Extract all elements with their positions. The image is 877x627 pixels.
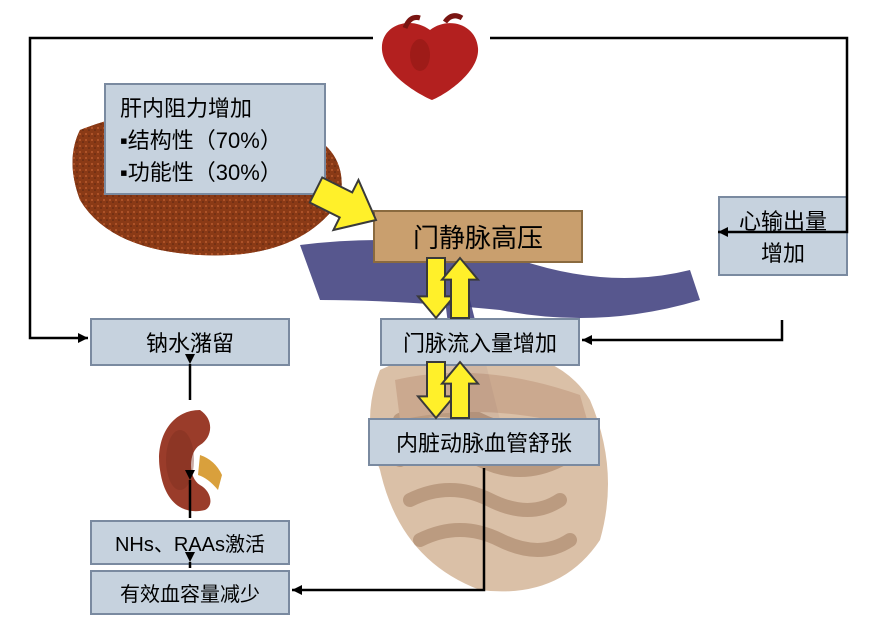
box-sodiumRetention: 钠水潴留 — [90, 318, 290, 366]
kidney-illustration — [159, 410, 222, 511]
box-effectiveVolume-line: 有效血容量减少 — [120, 578, 260, 607]
box-cardiacOutput: 心输出量增加 — [718, 196, 848, 276]
box-nhsRaas: NHs、RAAs激活 — [90, 520, 290, 565]
box-liverResistance: 肝内阻力增加▪结构性（70%）▪功能性（30%） — [104, 83, 326, 195]
box-cardiacOutput-line: 增加 — [761, 236, 805, 268]
box-splanchnicDilation-line: 内脏动脉血管舒张 — [396, 426, 572, 458]
box-liverResistance-line: ▪结构性（70%） — [120, 123, 282, 155]
intestine-illustration — [370, 350, 608, 591]
box-liverResistance-line: ▪功能性（30%） — [120, 155, 282, 187]
box-cardiacOutput-line: 心输出量 — [739, 204, 827, 236]
box-portalInflow-line: 门脉流入量增加 — [403, 326, 557, 358]
box-portalInflow: 门脉流入量增加 — [380, 318, 580, 366]
box-portalHypertension-line: 门静脉高压 — [413, 218, 543, 255]
box-liverResistance-line: 肝内阻力增加 — [120, 91, 252, 123]
box-sodiumRetention-line: 钠水潴留 — [146, 326, 234, 358]
box-effectiveVolume: 有效血容量减少 — [90, 570, 290, 615]
heart-illustration — [382, 16, 478, 100]
box-portalHypertension: 门静脉高压 — [373, 210, 583, 263]
box-nhsRaas-line: NHs、RAAs激活 — [115, 528, 265, 557]
box-splanchnicDilation: 内脏动脉血管舒张 — [368, 418, 600, 466]
